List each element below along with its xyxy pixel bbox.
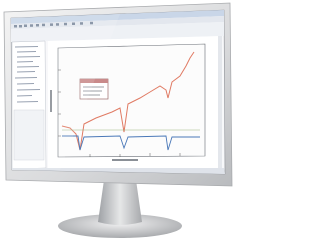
stand-neck [98, 180, 142, 225]
scrollbar [218, 36, 222, 168]
page [0, 0, 241, 243]
x-axis-title [112, 159, 138, 161]
monitor-photo [0, 0, 241, 243]
